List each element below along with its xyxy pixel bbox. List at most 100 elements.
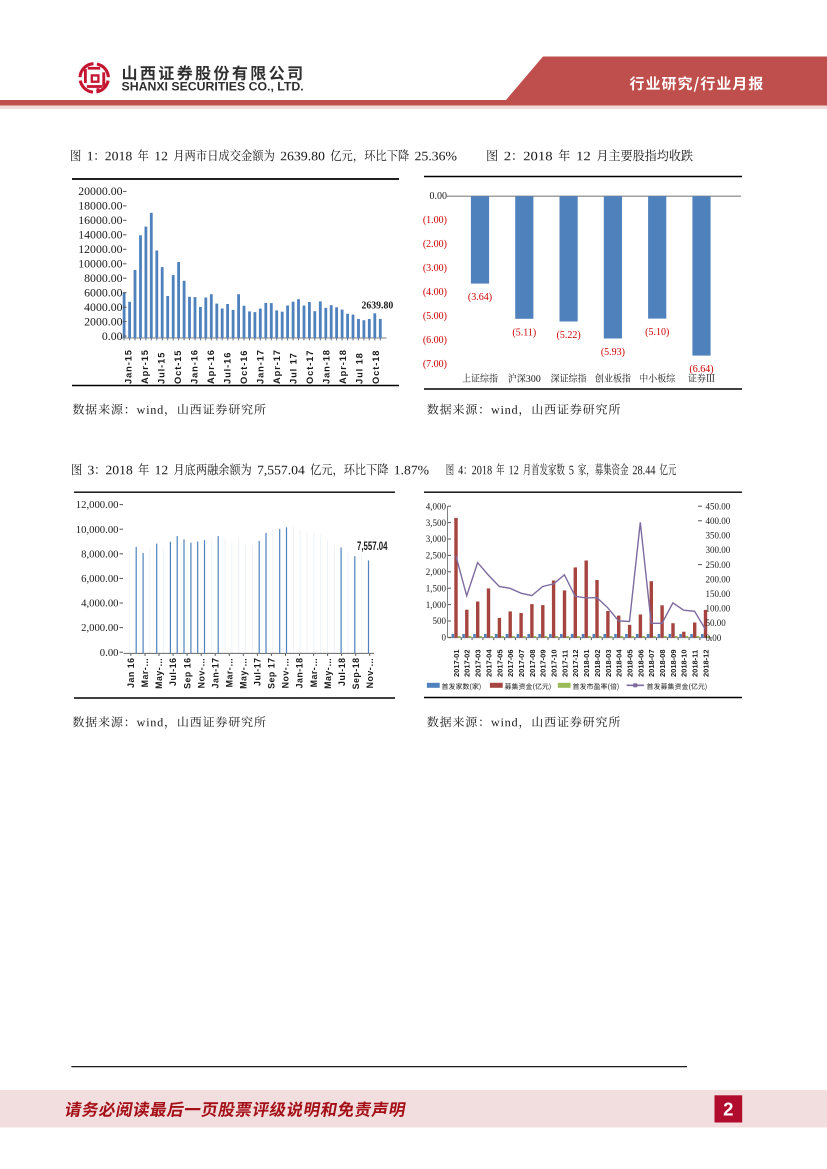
svg-text:2017-07: 2017-07 (517, 649, 526, 677)
svg-text:450.00: 450.00 (706, 501, 731, 511)
svg-text:2,500: 2,500 (426, 551, 447, 561)
svg-text:Jul 17: Jul 17 (289, 352, 299, 384)
svg-text:Jul-16: Jul-16 (168, 658, 178, 686)
svg-text:350.00: 350.00 (706, 531, 731, 541)
svg-text:(5.00): (5.00) (423, 311, 447, 322)
svg-text:400.00: 400.00 (706, 516, 731, 526)
svg-text:Oct-17: Oct-17 (305, 350, 315, 384)
svg-text:2018-06: 2018-06 (636, 649, 645, 677)
svg-text:(4.00): (4.00) (423, 287, 447, 298)
svg-text:2018-11: 2018-11 (691, 650, 700, 677)
svg-text:SHANXI SECURITIES CO., LTD.: SHANXI SECURITIES CO., LTD. (122, 80, 304, 94)
svg-text:500: 500 (433, 616, 447, 626)
svg-text:0.00: 0.00 (706, 633, 722, 643)
svg-text:10,000.00: 10,000.00 (76, 524, 119, 536)
svg-text:1,500: 1,500 (426, 583, 447, 593)
svg-text:Nov-…: Nov-… (281, 658, 291, 689)
svg-text:Jul 18: Jul 18 (355, 352, 365, 384)
svg-text:50.00: 50.00 (706, 618, 727, 628)
svg-text:2018-04: 2018-04 (615, 649, 624, 677)
svg-text:4,000: 4,000 (426, 501, 447, 511)
svg-text:2017-08: 2017-08 (528, 649, 537, 677)
svg-text:12,000.00: 12,000.00 (76, 499, 119, 511)
svg-text:Sep-18: Sep-18 (351, 658, 361, 690)
svg-text:10000.00: 10000.00 (78, 257, 122, 271)
svg-text:2018-02: 2018-02 (593, 649, 602, 677)
svg-text:(3.64): (3.64) (468, 292, 492, 303)
svg-text:Jul-15: Jul-15 (156, 352, 166, 384)
svg-text:16000.00: 16000.00 (78, 213, 122, 227)
svg-text:May-…: May-… (239, 658, 249, 689)
svg-text:18000.00: 18000.00 (78, 199, 122, 213)
svg-text:(3.00): (3.00) (423, 263, 447, 274)
svg-text:Jul-16: Jul-16 (223, 352, 233, 384)
svg-text:2,000: 2,000 (426, 567, 447, 577)
svg-text:(5.11): (5.11) (512, 327, 536, 338)
svg-text:0: 0 (442, 633, 447, 643)
svg-text:12000.00: 12000.00 (78, 242, 122, 256)
svg-text:Jan-15: Jan-15 (123, 349, 133, 384)
svg-text:Jan-17: Jan-17 (256, 349, 266, 384)
svg-text:0.00: 0.00 (430, 191, 448, 202)
svg-text:4000.00: 4000.00 (84, 300, 122, 314)
svg-text:Jan-16: Jan-16 (189, 349, 199, 384)
svg-text:2017-11: 2017-11 (560, 650, 569, 677)
svg-text:(2.00): (2.00) (423, 239, 447, 250)
svg-text:4,000.00: 4,000.00 (81, 598, 118, 610)
svg-text:3,000: 3,000 (426, 534, 447, 544)
svg-text:Mar-…: Mar-… (309, 658, 319, 688)
svg-text:(7.00): (7.00) (423, 359, 447, 370)
svg-text:20000.00: 20000.00 (78, 184, 122, 198)
svg-text:2017-04: 2017-04 (484, 649, 493, 677)
svg-text:200.00: 200.00 (706, 574, 731, 584)
svg-text:8000.00: 8000.00 (84, 271, 122, 285)
svg-text:6,000.00: 6,000.00 (81, 573, 118, 585)
svg-text:100.00: 100.00 (706, 604, 731, 614)
svg-text:2017-01: 2017-01 (452, 649, 461, 677)
svg-text:Oct-15: Oct-15 (173, 350, 183, 384)
svg-text:Mar-…: Mar-… (224, 658, 234, 688)
svg-text:300.00: 300.00 (706, 545, 731, 555)
svg-text:150.00: 150.00 (706, 589, 731, 599)
svg-text:Jan 16: Jan 16 (126, 658, 136, 688)
svg-text:Jan-18: Jan-18 (295, 658, 305, 689)
svg-text:2018-03: 2018-03 (604, 649, 613, 677)
svg-text:(5.22): (5.22) (557, 330, 581, 341)
svg-text:2017-10: 2017-10 (550, 649, 559, 677)
svg-text:Jan-18: Jan-18 (322, 349, 332, 384)
svg-text:2018-05: 2018-05 (626, 649, 635, 677)
svg-text:14000.00: 14000.00 (78, 228, 122, 242)
svg-text:2017-06: 2017-06 (506, 649, 515, 677)
svg-text:1,000: 1,000 (426, 600, 447, 610)
svg-text:2018-09: 2018-09 (669, 649, 678, 677)
svg-text:Jul-18: Jul-18 (337, 658, 347, 686)
svg-text:0.00: 0.00 (100, 647, 119, 659)
svg-text:2017-12: 2017-12 (571, 649, 580, 677)
svg-text:May-…: May-… (323, 658, 333, 689)
svg-text:Nov-…: Nov-… (365, 658, 375, 689)
svg-text:(6.00): (6.00) (423, 335, 447, 346)
svg-text:8,000.00: 8,000.00 (81, 548, 118, 560)
svg-text:2017-09: 2017-09 (539, 649, 548, 677)
svg-text:0.00: 0.00 (102, 329, 123, 343)
svg-text:2000.00: 2000.00 (84, 314, 122, 328)
svg-text:Apr-18: Apr-18 (338, 349, 348, 384)
svg-text:Nov-…: Nov-… (196, 658, 206, 689)
svg-text:6000.00: 6000.00 (84, 286, 122, 300)
svg-text:Jul-17: Jul-17 (253, 658, 263, 686)
svg-text:2018-10: 2018-10 (680, 649, 689, 677)
svg-text:2018-12: 2018-12 (701, 649, 710, 677)
svg-text:Apr-15: Apr-15 (140, 349, 150, 384)
svg-text:(5.93): (5.93) (601, 347, 625, 358)
svg-text:2018-07: 2018-07 (647, 649, 656, 677)
svg-text:Oct-18: Oct-18 (371, 350, 381, 384)
svg-text:Sep 16: Sep 16 (182, 658, 192, 689)
svg-text:2017-02: 2017-02 (463, 649, 472, 677)
svg-text:Jan-17: Jan-17 (210, 658, 220, 689)
svg-text:2018-01: 2018-01 (582, 649, 591, 677)
svg-text:Sep 17: Sep 17 (267, 658, 277, 689)
svg-text:Mar-…: Mar-… (140, 658, 150, 688)
svg-text:7,557.04: 7,557.04 (357, 539, 388, 553)
svg-text:Apr-17: Apr-17 (272, 349, 282, 384)
svg-text:3,500: 3,500 (426, 518, 447, 528)
